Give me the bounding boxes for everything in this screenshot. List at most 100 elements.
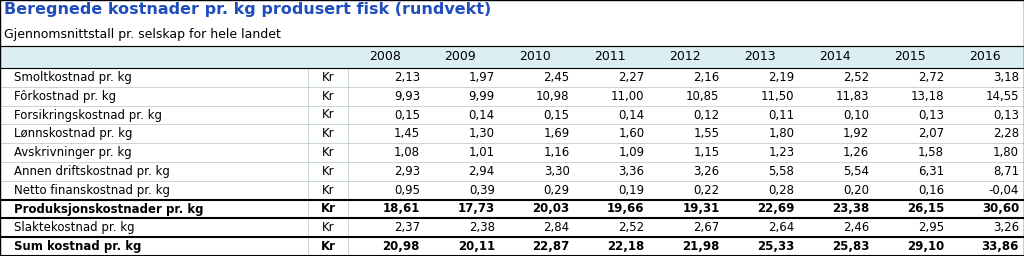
Text: Kr: Kr	[322, 90, 334, 103]
Text: Kr: Kr	[321, 240, 336, 253]
Text: Smoltkostnad pr. kg: Smoltkostnad pr. kg	[14, 71, 132, 84]
Text: 1,58: 1,58	[919, 146, 944, 159]
Text: 2,37: 2,37	[394, 221, 420, 234]
Text: 2012: 2012	[670, 50, 700, 63]
Text: 0,13: 0,13	[919, 109, 944, 122]
Text: 1,80: 1,80	[768, 127, 795, 140]
Text: 1,55: 1,55	[693, 127, 720, 140]
Text: 2016: 2016	[969, 50, 1000, 63]
Text: 0,29: 0,29	[544, 184, 569, 197]
Text: 3,30: 3,30	[544, 165, 569, 178]
Text: Fôrkostnad pr. kg: Fôrkostnad pr. kg	[14, 90, 116, 103]
Text: Produksjonskostnader pr. kg: Produksjonskostnader pr. kg	[14, 202, 204, 216]
Text: 2,64: 2,64	[768, 221, 795, 234]
Text: 2,84: 2,84	[544, 221, 569, 234]
Text: 8,71: 8,71	[993, 165, 1019, 178]
Text: 17,73: 17,73	[458, 202, 495, 216]
Text: 26,15: 26,15	[906, 202, 944, 216]
Text: 1,30: 1,30	[469, 127, 495, 140]
Text: Forsikringskostnad pr. kg: Forsikringskostnad pr. kg	[14, 109, 162, 122]
Text: 2,52: 2,52	[618, 221, 644, 234]
Text: 2,28: 2,28	[993, 127, 1019, 140]
Text: 10,85: 10,85	[686, 90, 720, 103]
Text: Kr: Kr	[321, 202, 336, 216]
Text: 0,15: 0,15	[544, 109, 569, 122]
Text: 3,36: 3,36	[618, 165, 644, 178]
Text: Kr: Kr	[322, 165, 334, 178]
Text: 1,97: 1,97	[469, 71, 495, 84]
Text: 21,98: 21,98	[682, 240, 720, 253]
Text: 1,08: 1,08	[394, 146, 420, 159]
Text: 1,69: 1,69	[544, 127, 569, 140]
Text: Kr: Kr	[322, 221, 334, 234]
Text: 1,45: 1,45	[394, 127, 420, 140]
Text: 20,03: 20,03	[532, 202, 569, 216]
Text: Kr: Kr	[322, 146, 334, 159]
Text: 23,38: 23,38	[831, 202, 869, 216]
Text: 2011: 2011	[594, 50, 626, 63]
Text: 19,31: 19,31	[682, 202, 720, 216]
Text: 2,46: 2,46	[843, 221, 869, 234]
Text: 9,99: 9,99	[469, 90, 495, 103]
Text: 2010: 2010	[519, 50, 551, 63]
Text: 3,18: 3,18	[993, 71, 1019, 84]
Text: 2,13: 2,13	[394, 71, 420, 84]
Text: 1,23: 1,23	[768, 146, 795, 159]
Text: 2,94: 2,94	[469, 165, 495, 178]
Text: 11,00: 11,00	[611, 90, 644, 103]
Text: 14,55: 14,55	[985, 90, 1019, 103]
Text: 2,52: 2,52	[843, 71, 869, 84]
Text: 2015: 2015	[894, 50, 926, 63]
Text: 19,66: 19,66	[607, 202, 644, 216]
Text: 1,60: 1,60	[618, 127, 644, 140]
Text: 2013: 2013	[744, 50, 776, 63]
Text: Slaktekostnad pr. kg: Slaktekostnad pr. kg	[14, 221, 134, 234]
Text: 0,19: 0,19	[618, 184, 644, 197]
Text: 1,80: 1,80	[993, 146, 1019, 159]
Text: 9,93: 9,93	[394, 90, 420, 103]
Text: 10,98: 10,98	[537, 90, 569, 103]
Text: 0,12: 0,12	[693, 109, 720, 122]
Text: 33,86: 33,86	[982, 240, 1019, 253]
Text: Kr: Kr	[322, 184, 334, 197]
Text: Sum kostnad pr. kg: Sum kostnad pr. kg	[14, 240, 141, 253]
Text: Gjennomsnittstall pr. selskap for hele landet: Gjennomsnittstall pr. selskap for hele l…	[4, 28, 281, 41]
Text: Kr: Kr	[322, 109, 334, 122]
Text: 2,93: 2,93	[394, 165, 420, 178]
Text: 3,26: 3,26	[693, 165, 720, 178]
Text: 0,13: 0,13	[993, 109, 1019, 122]
Text: 2,19: 2,19	[768, 71, 795, 84]
Text: 25,83: 25,83	[831, 240, 869, 253]
Text: 2,45: 2,45	[544, 71, 569, 84]
Text: Avskrivninger pr. kg: Avskrivninger pr. kg	[14, 146, 132, 159]
Text: Lønnskostnad pr. kg: Lønnskostnad pr. kg	[14, 127, 132, 140]
Text: 0,10: 0,10	[843, 109, 869, 122]
Text: 1,01: 1,01	[469, 146, 495, 159]
Text: 5,54: 5,54	[843, 165, 869, 178]
Text: 2,07: 2,07	[918, 127, 944, 140]
Text: Netto finanskostnad pr. kg: Netto finanskostnad pr. kg	[14, 184, 170, 197]
Bar	[0, 46, 1024, 68]
Text: 2014: 2014	[819, 50, 851, 63]
Text: 2008: 2008	[370, 50, 401, 63]
Text: 13,18: 13,18	[910, 90, 944, 103]
Text: 2009: 2009	[444, 50, 476, 63]
Text: 0,11: 0,11	[768, 109, 795, 122]
Text: Beregnede kostnader pr. kg produsert fisk (rundvekt): Beregnede kostnader pr. kg produsert fis…	[4, 2, 492, 17]
Text: 1,92: 1,92	[843, 127, 869, 140]
Text: 20,11: 20,11	[458, 240, 495, 253]
Text: 1,16: 1,16	[544, 146, 569, 159]
Text: 22,87: 22,87	[532, 240, 569, 253]
Text: 0,95: 0,95	[394, 184, 420, 197]
Text: 25,33: 25,33	[757, 240, 795, 253]
Text: 6,31: 6,31	[918, 165, 944, 178]
Text: 2,38: 2,38	[469, 221, 495, 234]
Text: 0,28: 0,28	[768, 184, 795, 197]
Text: Kr: Kr	[322, 71, 334, 84]
Text: 2,95: 2,95	[918, 221, 944, 234]
Text: 22,69: 22,69	[757, 202, 795, 216]
Text: 0,14: 0,14	[469, 109, 495, 122]
Text: 29,10: 29,10	[907, 240, 944, 253]
Text: -0,04: -0,04	[988, 184, 1019, 197]
Text: 1,09: 1,09	[618, 146, 644, 159]
